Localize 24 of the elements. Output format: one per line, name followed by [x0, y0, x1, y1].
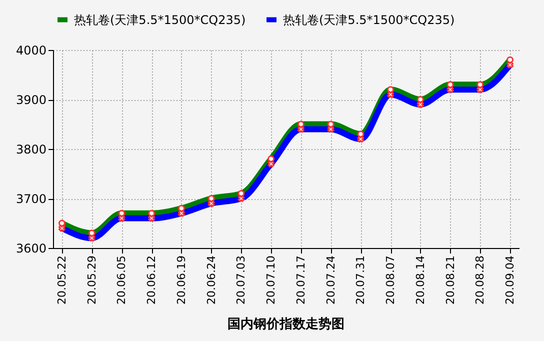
x-tick-label: 20.06.24 — [204, 256, 218, 304]
x-tick-label: 20.06.05 — [115, 256, 128, 304]
x-tick-label: 20.06.19 — [174, 256, 188, 304]
x-tick-label: 20.05.29 — [85, 256, 98, 304]
x-tick-label: 20.07.10 — [264, 256, 278, 304]
y-tick-label: 3600 — [16, 242, 46, 256]
legend-label: 热轧卷(天津5.5*1500*CQ235) — [74, 12, 246, 27]
x-tick-label: 20.08.14 — [414, 256, 427, 304]
x-tick-label: 20.05.22 — [55, 256, 68, 304]
y-tick-label: 3700 — [16, 192, 46, 206]
x-tick-label: 20.08.21 — [444, 256, 457, 304]
x-tick-label: 20.07.03 — [234, 256, 248, 304]
y-tick-label: 4000 — [16, 44, 46, 58]
x-tick-label: 20.06.12 — [145, 256, 158, 304]
x-tick-label: 20.07.24 — [324, 256, 338, 304]
x-tick-label: 20.08.07 — [384, 256, 398, 304]
x-tick-label: 20.07.31 — [354, 256, 368, 304]
x-tick-label: 20.07.17 — [294, 256, 308, 304]
legend-label: 热轧卷(天津5.5*1500*CQ235) — [283, 12, 455, 27]
x-tick-label: 20.08.28 — [474, 256, 487, 304]
text: 国内钢价指数走势图 — [228, 316, 344, 332]
y-tick-label: 3900 — [16, 93, 46, 107]
y-tick-label: 3800 — [16, 142, 46, 156]
x-tick-label: 20.09.04 — [504, 256, 517, 304]
